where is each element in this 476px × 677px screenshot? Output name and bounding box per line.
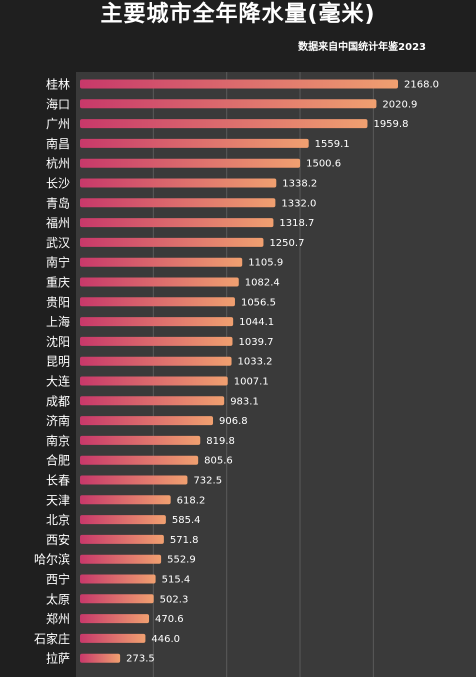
value-label: 585.4 [172,515,201,526]
category-label: 天津 [46,493,70,507]
category-label: 重庆 [46,276,70,290]
bar [80,257,243,267]
value-label: 1250.7 [269,238,304,249]
bar [80,574,156,584]
bar [80,158,301,168]
bar [80,218,274,228]
value-label: 1039.7 [239,337,274,348]
category-label: 南京 [46,433,70,448]
bar [80,178,277,188]
bar [80,435,201,445]
value-label: 2020.9 [382,99,417,110]
value-label: 502.3 [160,594,189,605]
value-label: 1056.5 [241,297,276,308]
chart-subtitle: 数据来自中国统计年鉴2023 [298,42,426,53]
value-label: 2168.0 [404,80,439,91]
value-label: 1959.8 [373,119,408,130]
value-label: 552.9 [167,555,196,566]
value-label: 819.8 [206,436,235,447]
value-label: 1500.6 [306,159,341,170]
category-label: 南宁 [46,255,70,270]
value-label: 515.4 [162,575,191,586]
category-label: 上海 [46,314,70,329]
value-label: 983.1 [230,396,259,407]
category-label: 太原 [46,591,70,606]
bars-group [80,79,398,663]
category-label: 南昌 [46,136,70,151]
bar [80,534,164,544]
value-label: 1033.2 [238,357,273,368]
category-label: 贵阳 [46,295,70,309]
bar [80,554,162,564]
bar [80,416,214,426]
bar [80,237,264,247]
bar [80,475,188,485]
value-label: 1044.1 [239,317,274,328]
category-labels-group: 桂林海口广州南昌杭州长沙青岛福州武汉南宁重庆贵阳上海沈阳昆明大连成都济南南京合肥… [34,77,70,666]
category-label: 西安 [46,532,70,547]
bar [80,376,228,386]
gridlines [152,72,374,677]
value-label: 906.8 [219,416,248,427]
category-label: 北京 [46,513,70,527]
value-labels-group: 2168.0 2020.9 1959.8 1559.1 1500.6 1338.2 1332… [126,80,439,665]
value-label: 1559.1 [315,139,350,150]
bar [80,99,377,109]
value-label: 732.5 [193,476,222,487]
bar [80,79,398,89]
bar [80,198,276,208]
category-label: 哈尔滨 [34,552,70,567]
category-label: 西宁 [46,572,70,587]
category-label: 长沙 [46,177,70,191]
category-label: 武汉 [46,236,70,250]
category-label: 杭州 [46,156,70,171]
bar [80,495,171,505]
value-label: 571.8 [170,535,199,546]
value-label: 1332.0 [281,198,316,209]
bar [80,396,225,406]
bar [80,653,121,663]
bar [80,633,146,643]
bar [80,138,309,148]
category-label: 福州 [46,215,70,230]
bar [80,119,368,129]
category-label: 合肥 [46,453,70,468]
category-label: 大连 [46,374,70,389]
category-label: 济南 [46,413,70,428]
value-label: 273.5 [126,654,155,665]
category-label: 昆明 [46,355,70,369]
category-label: 石家庄 [34,631,70,646]
category-label: 海口 [46,96,70,111]
category-label: 长春 [46,474,70,488]
bar [80,356,232,366]
value-label: 618.2 [177,495,206,506]
bar [80,594,154,604]
value-label: 1007.1 [234,377,269,388]
bar [80,455,199,465]
category-label: 成都 [46,394,70,408]
value-label: 1318.7 [279,218,314,229]
value-label: 805.6 [204,456,233,467]
bar [80,317,234,327]
value-label: 446.0 [151,634,180,645]
category-label: 广州 [46,117,70,131]
bar [80,297,235,307]
bar [80,515,166,525]
category-label: 青岛 [46,195,70,210]
chart-title: 主要城市全年降水量(毫米) [100,2,376,27]
value-label: 1338.2 [282,179,317,190]
value-label: 470.6 [155,614,184,625]
category-label: 桂林 [46,77,70,92]
bar [80,614,150,624]
category-label: 沈阳 [46,334,70,349]
category-label: 郑州 [46,611,70,626]
value-label: 1082.4 [245,278,280,289]
value-label: 1105.9 [248,258,283,269]
category-label: 拉萨 [46,651,70,666]
bar [80,277,239,287]
bar [80,336,233,346]
